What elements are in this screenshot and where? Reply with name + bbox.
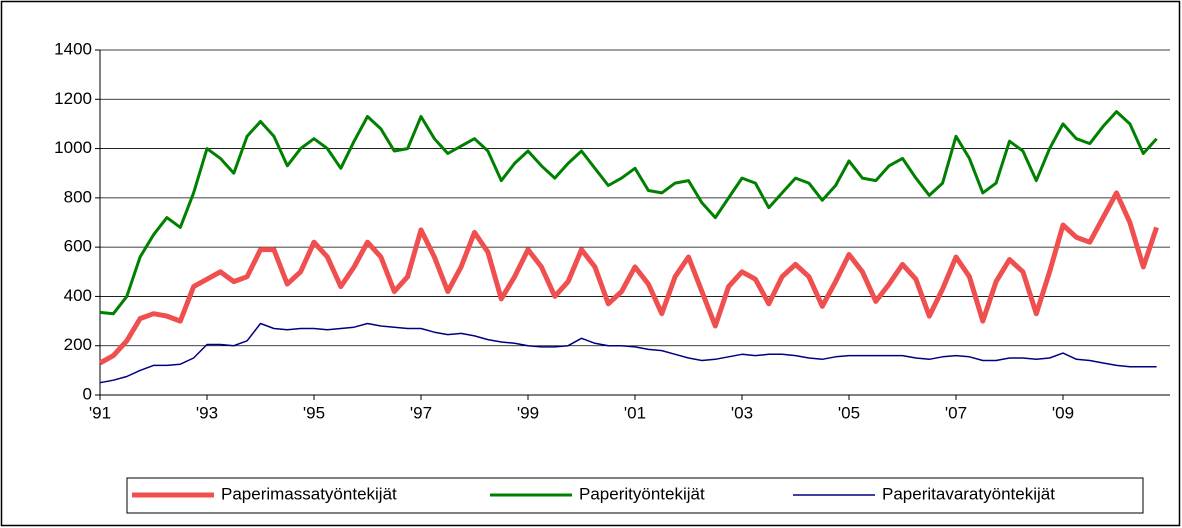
- series-line: [99, 110, 1158, 316]
- y-tick-label: 200: [64, 335, 92, 354]
- y-tick-label: 400: [64, 286, 92, 305]
- y-tick-label: 800: [64, 187, 92, 206]
- x-tick-label: '09: [1052, 403, 1074, 422]
- x-tick-label: '01: [624, 403, 646, 422]
- y-tick-label: 1200: [54, 89, 92, 108]
- legend-label: Paperityöntekijät: [579, 484, 705, 503]
- series-line: [98, 190, 1159, 366]
- x-tick-label: '05: [838, 403, 860, 422]
- x-tick-label: '97: [410, 403, 432, 422]
- y-tick-label: 600: [64, 237, 92, 256]
- x-tick-label: '07: [945, 403, 967, 422]
- y-tick-label: 1400: [54, 39, 92, 58]
- x-tick-label: '95: [303, 403, 325, 422]
- y-tick-label: 0: [83, 384, 92, 403]
- legend-label: Paperitavaratyöntekijät: [882, 484, 1055, 503]
- legend-label: Paperimassatyöntekijät: [221, 484, 397, 503]
- x-tick-label: '99: [517, 403, 539, 422]
- x-tick-label: '93: [196, 403, 218, 422]
- x-tick-label: '91: [89, 403, 111, 422]
- series-line: [99, 322, 1157, 384]
- x-tick-label: '03: [731, 403, 753, 422]
- y-tick-label: 1000: [54, 138, 92, 157]
- legend-box: [126, 477, 1144, 514]
